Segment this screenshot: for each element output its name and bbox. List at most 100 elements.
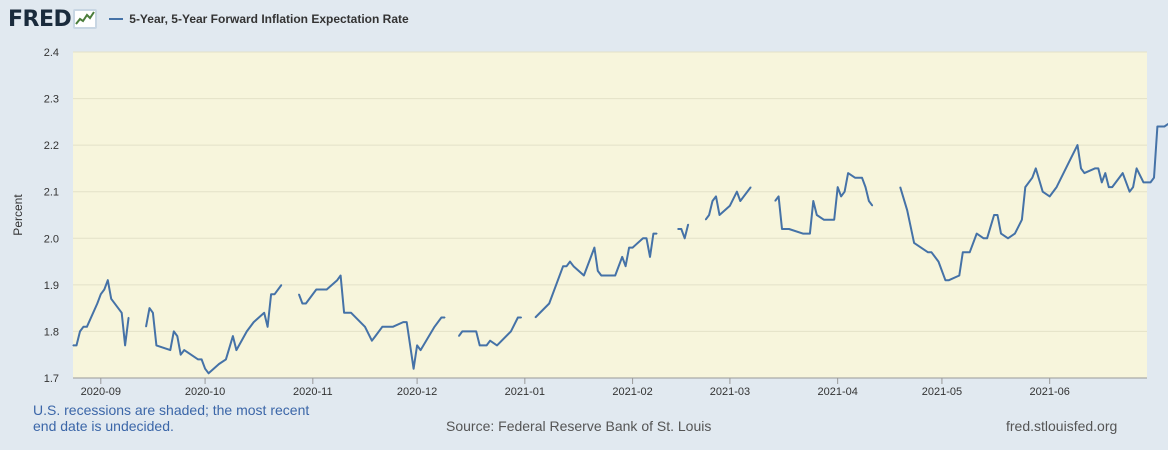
data-point: [1149, 181, 1152, 183]
data-point: [718, 214, 721, 216]
x-tick-label: 2020-11: [293, 386, 333, 398]
data-point: [517, 316, 519, 319]
data-point: [788, 228, 790, 230]
data-point: [1076, 144, 1079, 146]
data-point: [86, 326, 88, 328]
data-point: [253, 321, 255, 323]
data-point: [642, 237, 644, 239]
data-point: [246, 330, 248, 332]
data-point: [645, 237, 648, 239]
data-point: [569, 261, 571, 263]
data-point: [1094, 167, 1096, 169]
data-point: [326, 288, 328, 291]
data-point: [413, 368, 415, 370]
data-point: [868, 200, 870, 202]
data-point: [816, 214, 818, 216]
data-point: [802, 233, 804, 235]
recession-note-line-2: end date is undecided.: [33, 418, 174, 434]
data-point: [72, 344, 74, 346]
data-point: [267, 326, 269, 328]
data-point: [128, 316, 130, 319]
data-point: [1056, 186, 1058, 188]
data-point: [402, 321, 404, 323]
data-point: [861, 177, 863, 179]
data-point: [1136, 167, 1138, 169]
data-point: [100, 293, 102, 295]
data-point: [572, 265, 575, 267]
data-point: [520, 316, 523, 319]
data-point: [444, 316, 446, 319]
data-point: [173, 330, 175, 332]
fred-logo[interactable]: FRED: [8, 7, 98, 32]
data-point: [969, 251, 971, 253]
y-tick-label: 2.3: [44, 94, 59, 106]
data-point: [864, 186, 867, 188]
data-point: [837, 186, 839, 188]
recession-note-line-1: U.S. recessions are shaded; the most rec…: [33, 402, 310, 418]
data-point: [315, 288, 317, 291]
data-point: [496, 344, 498, 346]
data-point: [152, 312, 154, 314]
data-point: [937, 261, 940, 263]
data-point: [110, 298, 112, 300]
data-point: [871, 205, 874, 207]
data-point: [1031, 177, 1033, 179]
series-line-segment[interactable]: [145, 284, 283, 375]
data-point: [440, 316, 442, 319]
data-point: [107, 279, 109, 281]
data-point: [1042, 191, 1044, 193]
legend[interactable]: 5-Year, 5-Year Forward Inflation Expecta…: [109, 12, 409, 26]
data-point: [1097, 167, 1099, 169]
data-point: [583, 274, 585, 277]
data-point: [944, 279, 947, 281]
data-point: [656, 233, 658, 235]
series-line[interactable]: [72, 61, 1168, 375]
y-tick-label: 1.7: [44, 373, 59, 385]
series-line-segment[interactable]: [677, 224, 690, 240]
data-point: [1153, 177, 1155, 179]
data-point: [913, 242, 915, 244]
data-point: [103, 288, 105, 291]
source-label: Source: Federal Reserve Bank of St. Loui…: [446, 418, 712, 434]
data-point: [374, 335, 376, 337]
data-point: [204, 368, 206, 370]
data-point: [962, 251, 964, 253]
x-tick-label: 2021-01: [505, 386, 545, 398]
data-point: [96, 302, 98, 305]
data-point: [750, 186, 752, 188]
data-point: [677, 228, 679, 230]
series-line-segment[interactable]: [704, 186, 752, 221]
data-point: [183, 349, 185, 351]
data-point: [301, 302, 303, 305]
data-point: [1021, 219, 1023, 221]
data-point: [381, 326, 383, 328]
data-point: [458, 335, 460, 337]
data-point: [986, 237, 988, 239]
data-point: [176, 335, 178, 337]
data-point: [597, 270, 599, 272]
site-link[interactable]: fred.stlouisfed.org: [1006, 418, 1118, 434]
data-point: [993, 214, 995, 216]
data-point: [82, 326, 84, 328]
data-point: [364, 326, 366, 328]
data-point: [899, 186, 901, 188]
data-point: [274, 293, 276, 295]
data-point: [729, 205, 731, 207]
plot-area: [73, 52, 1147, 378]
data-point: [927, 251, 929, 253]
data-point: [600, 274, 602, 277]
data-point: [833, 219, 835, 221]
data-point: [534, 316, 536, 319]
data-point: [121, 312, 123, 314]
data-point: [847, 172, 849, 174]
data-point: [996, 214, 999, 216]
data-point: [781, 228, 783, 230]
data-point: [1108, 186, 1110, 188]
data-point: [628, 247, 630, 249]
fred-logo-graph-icon: [73, 9, 98, 29]
data-point: [1142, 181, 1145, 183]
data-point: [180, 354, 182, 356]
series-line-segment[interactable]: [457, 316, 522, 347]
data-point: [489, 340, 491, 342]
data-point: [649, 256, 651, 258]
